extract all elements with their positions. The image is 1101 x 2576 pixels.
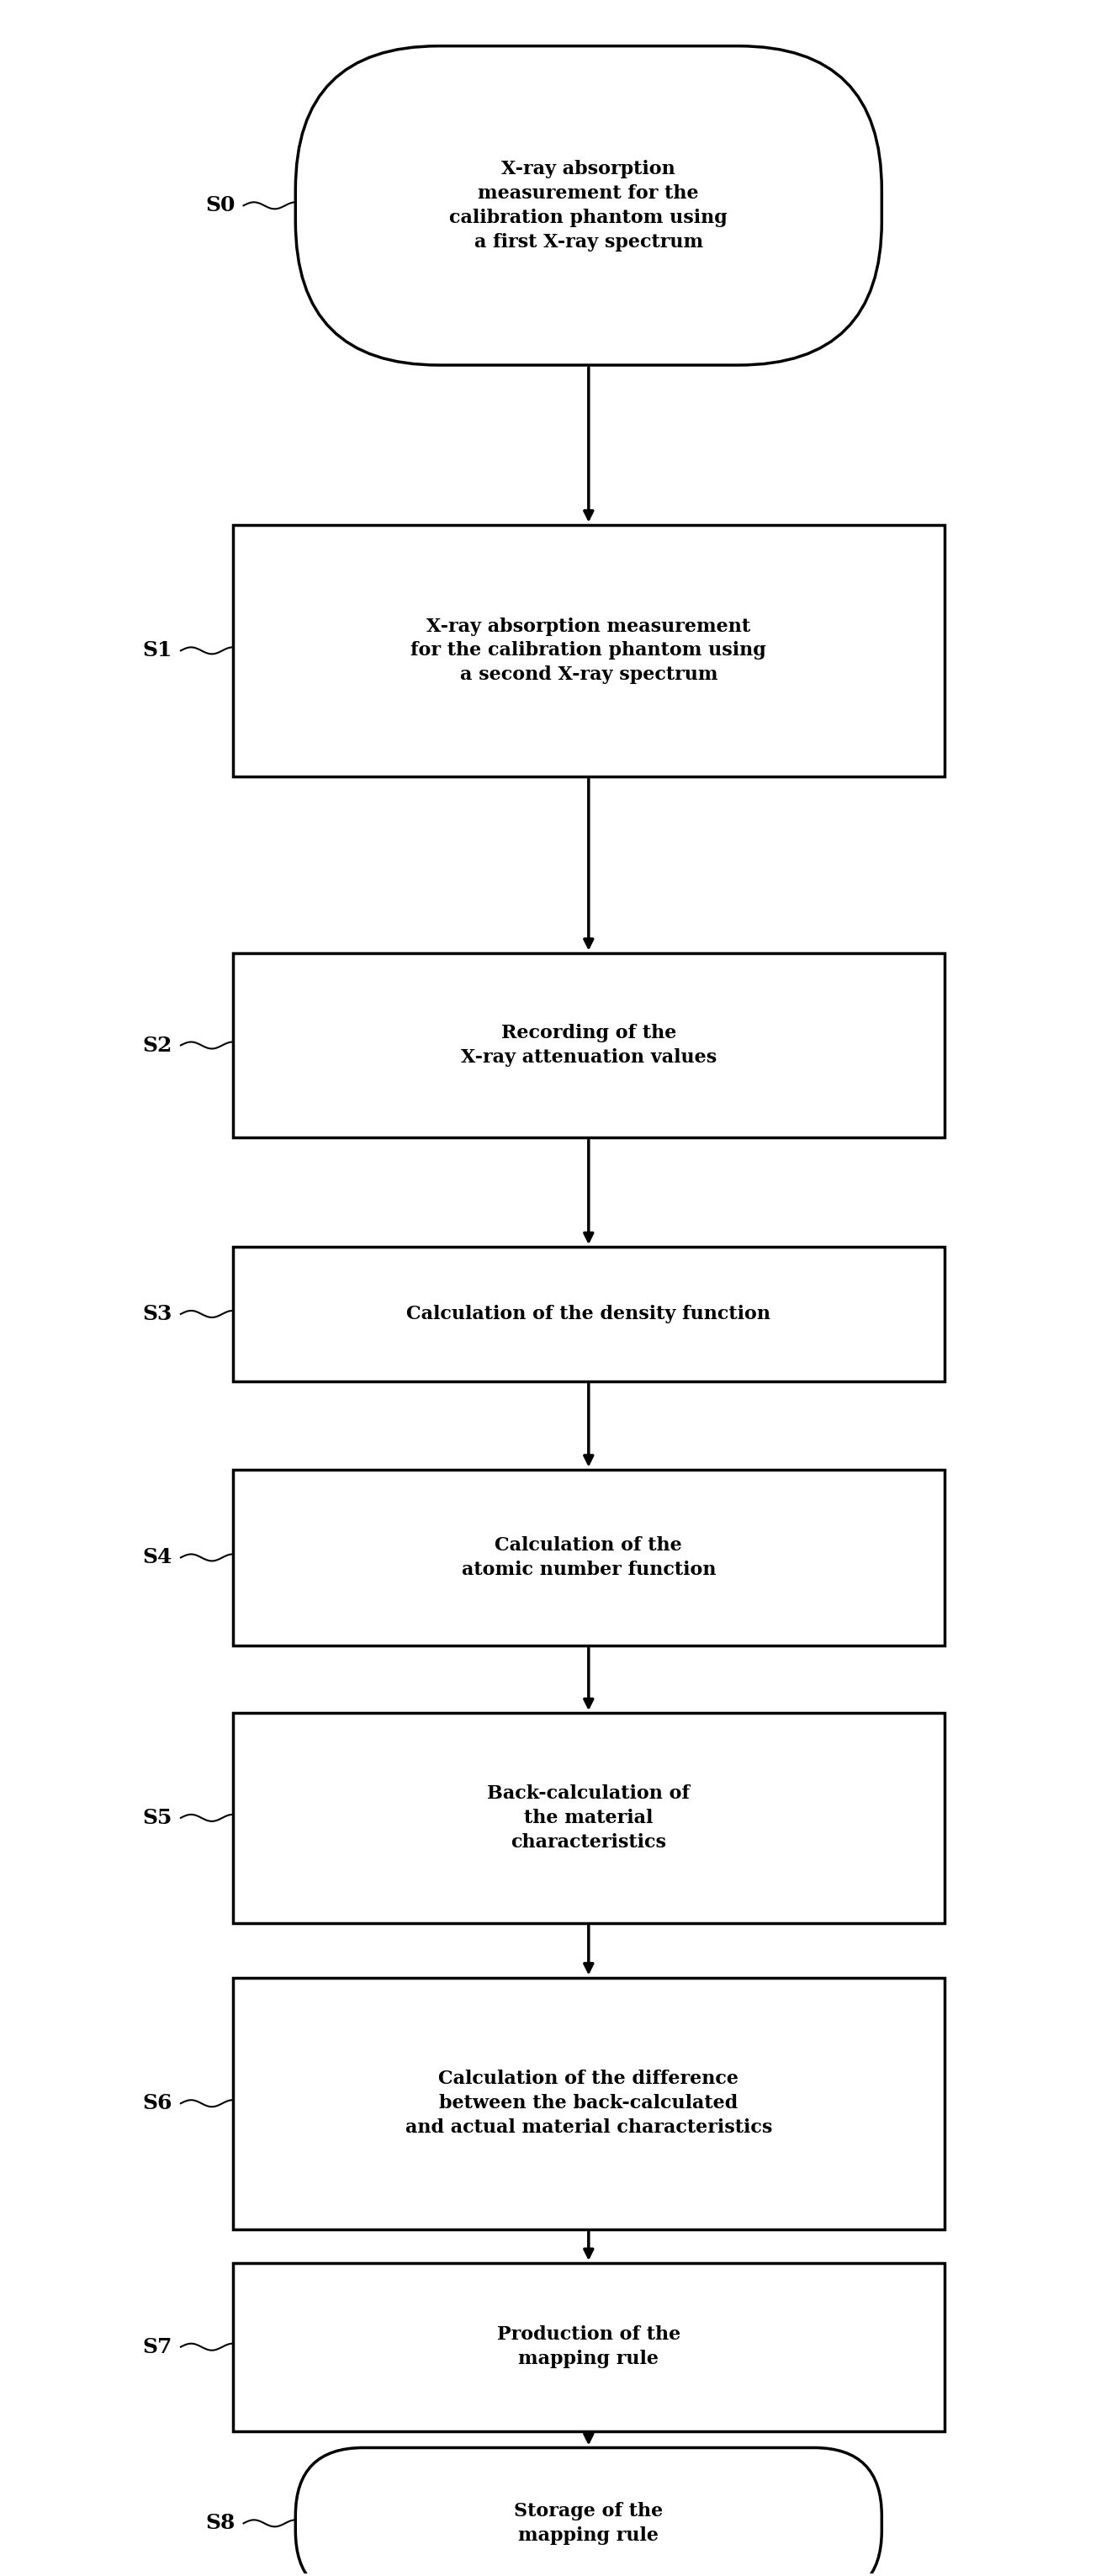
Text: Production of the
mapping rule: Production of the mapping rule [497,2326,680,2367]
Text: S1: S1 [142,641,172,659]
Text: S8: S8 [205,2514,235,2532]
Text: Calculation of the density function: Calculation of the density function [406,1306,771,1324]
Bar [232,1978,945,2228]
Text: S7: S7 [142,2336,172,2357]
Text: Calculation of the difference
between the back-calculated
and actual material ch: Calculation of the difference between th… [405,2071,772,2138]
Bar [232,1713,945,1922]
Bar [232,1247,945,1381]
FancyBboxPatch shape [295,2447,882,2576]
Text: Calculation of the
atomic number function: Calculation of the atomic number functio… [461,1535,716,1579]
Text: X-ray absorption
measurement for the
calibration phantom using
a first X-ray spe: X-ray absorption measurement for the cal… [449,160,728,250]
Text: Storage of the
mapping rule: Storage of the mapping rule [514,2501,663,2545]
Bar [232,1468,945,1646]
Text: S5: S5 [142,1808,172,1829]
Text: S6: S6 [142,2094,172,2112]
Text: S2: S2 [142,1036,172,1056]
Text: Back-calculation of
the material
characteristics: Back-calculation of the material charact… [488,1785,690,1852]
Text: S0: S0 [205,196,235,216]
Bar [232,526,945,775]
Text: Recording of the
X-ray attenuation values: Recording of the X-ray attenuation value… [460,1023,717,1066]
Text: X-ray absorption measurement
for the calibration phantom using
a second X-ray sp: X-ray absorption measurement for the cal… [411,618,766,685]
Text: S3: S3 [142,1303,172,1324]
Text: S4: S4 [142,1548,172,1569]
FancyBboxPatch shape [295,46,882,366]
Bar [232,953,945,1139]
Bar [232,2262,945,2432]
